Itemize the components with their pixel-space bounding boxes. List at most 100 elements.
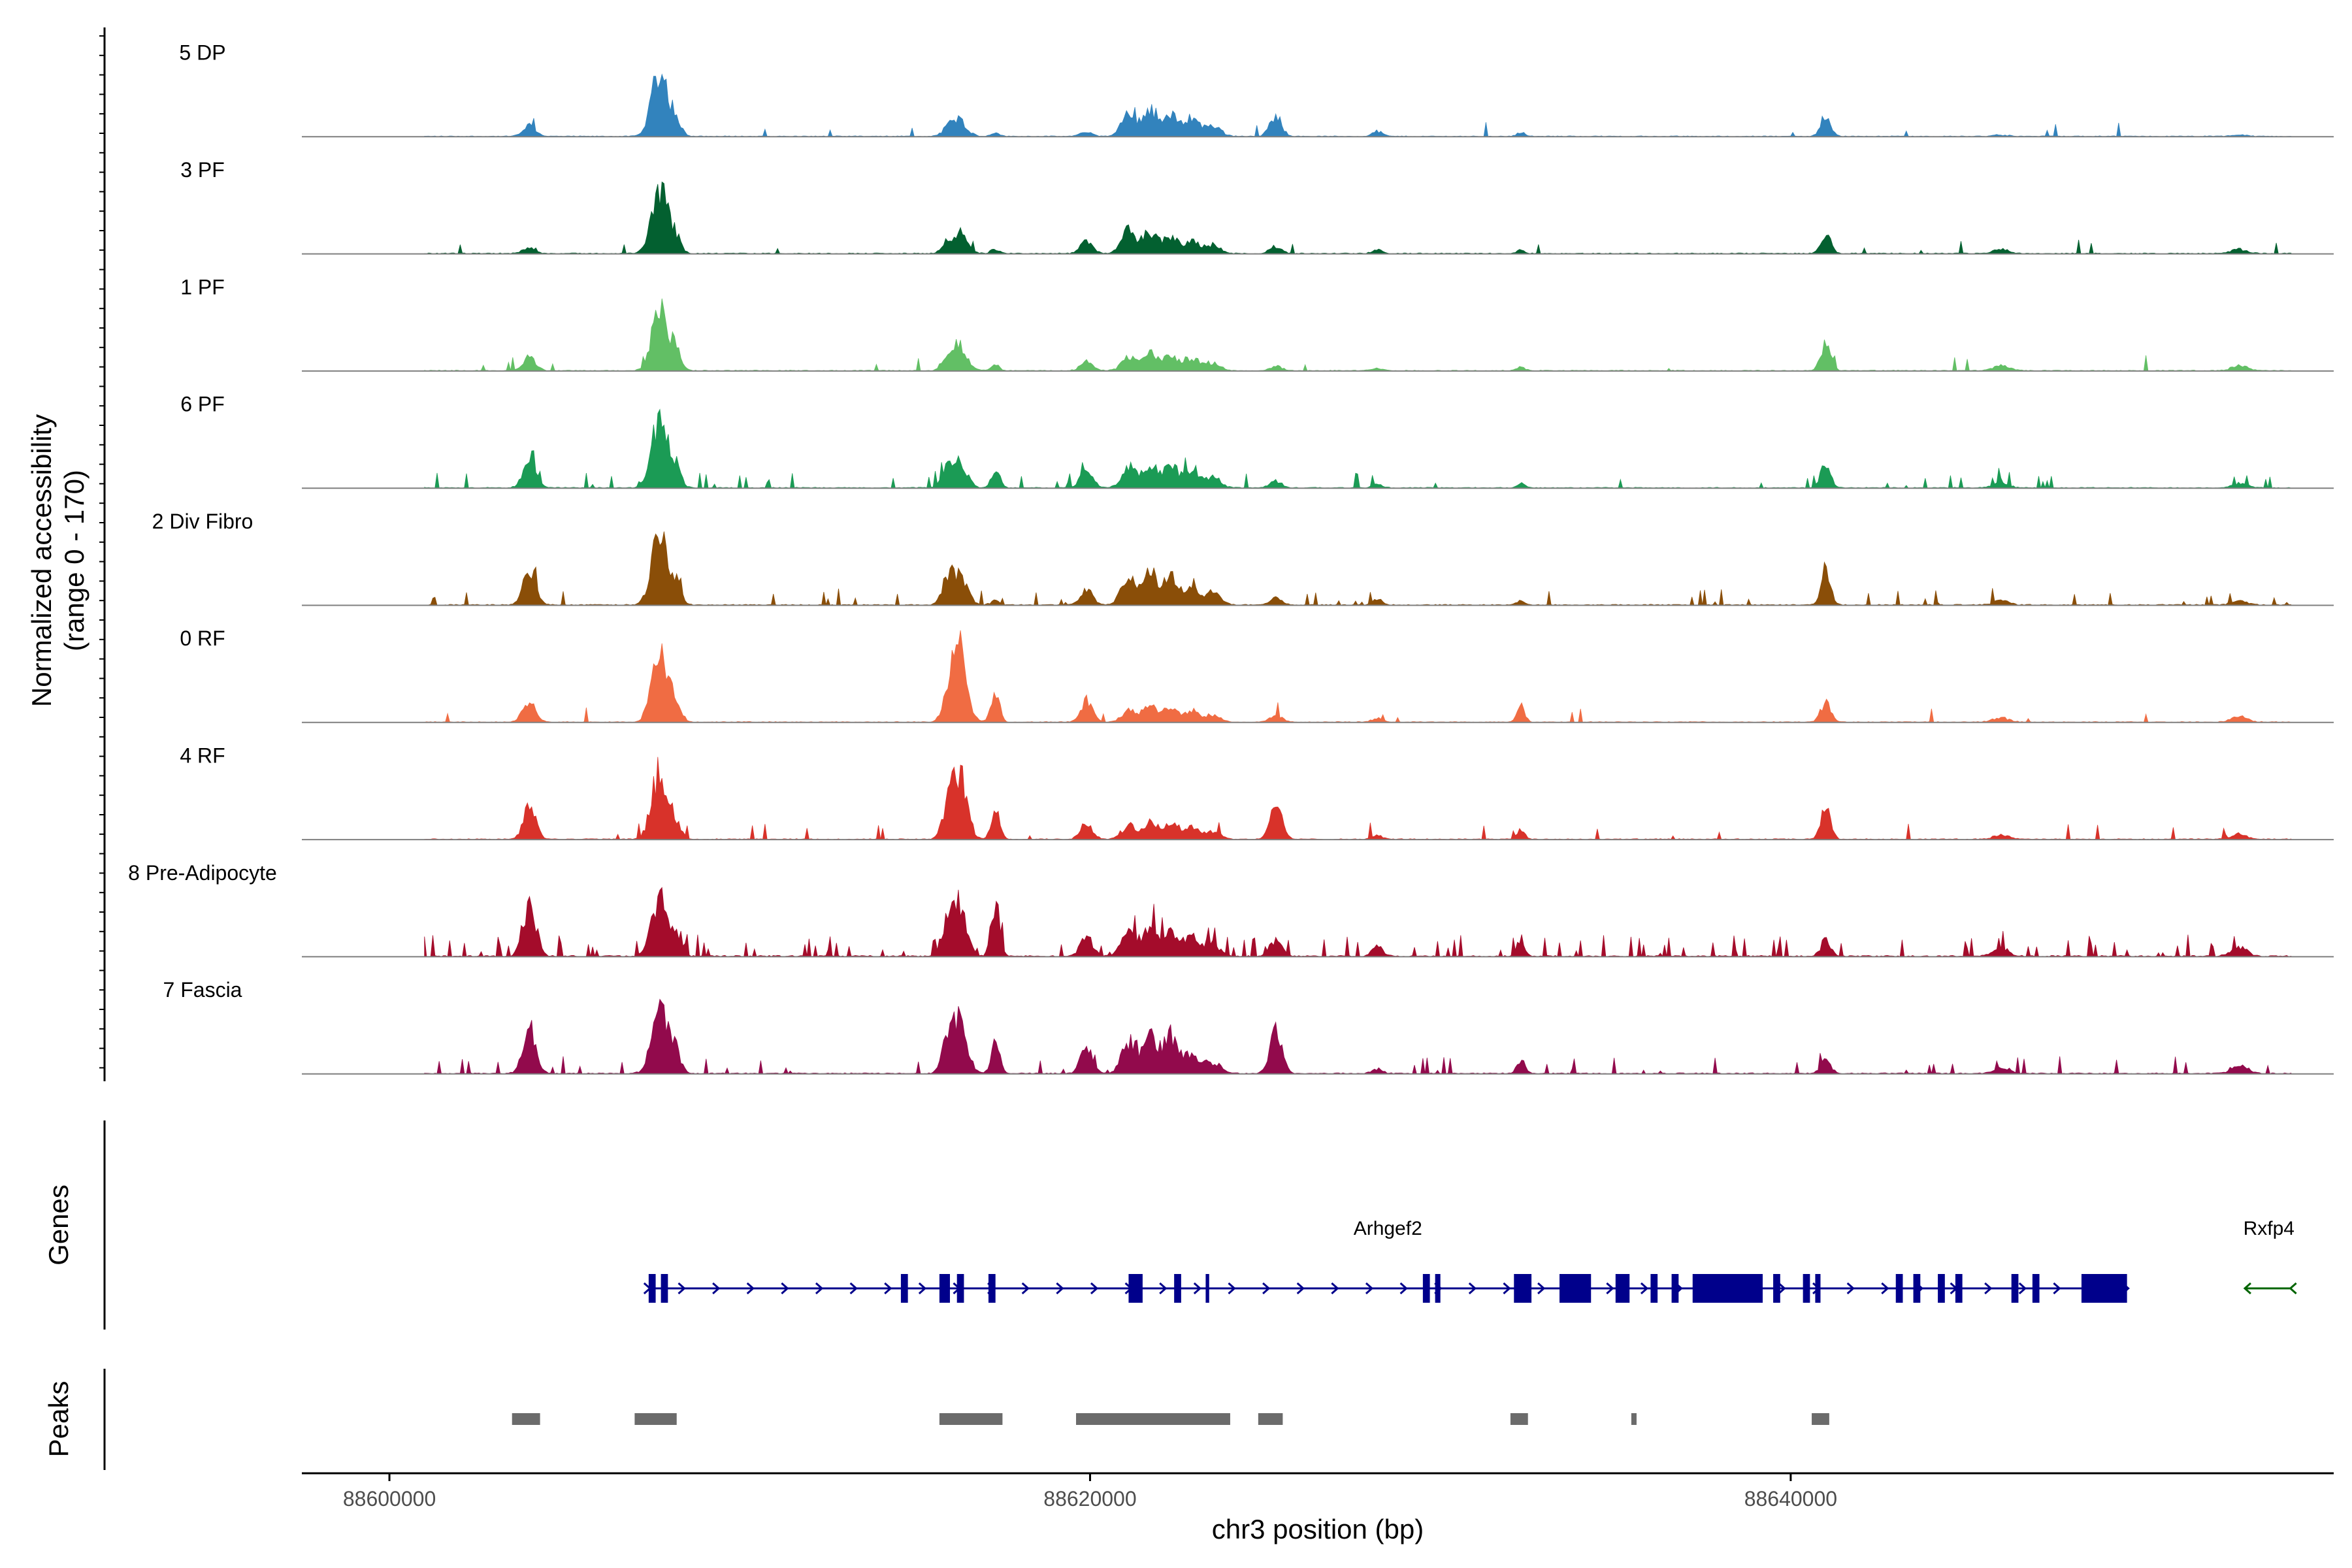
track-0-rf: 0 RF: [180, 627, 2334, 723]
peak-region: [1812, 1413, 1829, 1425]
strand-arrow: [1331, 1282, 1339, 1295]
gene-name: Rxfp4: [2244, 1218, 2295, 1239]
gene-arhgef2: Arhgef2: [643, 1218, 2130, 1303]
strand-arrow: [1881, 1282, 1889, 1295]
strand-arrow: [918, 1282, 927, 1295]
coverage-area: [424, 408, 2292, 489]
strand-arrow: [1640, 1282, 1649, 1295]
strand-arrow: [849, 1282, 858, 1295]
gene-exon: [1435, 1274, 1441, 1303]
coverage-area: [424, 531, 2293, 606]
peak-region: [512, 1413, 540, 1425]
gene-exon: [1671, 1274, 1679, 1303]
strand-arrow: [1984, 1282, 1993, 1295]
gene-exon: [661, 1274, 668, 1303]
genes-section-label: Genes: [43, 1184, 74, 1266]
strand-arrow: [1262, 1282, 1271, 1295]
coverage-area: [424, 887, 2293, 958]
peak-region: [1631, 1413, 1637, 1425]
strand-arrow: [1228, 1282, 1236, 1295]
track-8-pre-adipocyte: 8 Pre-Adipocyte: [128, 861, 2334, 958]
gene-exon: [1205, 1274, 1209, 1303]
gene-exon: [2081, 1274, 2127, 1303]
gene-exon: [1815, 1274, 1821, 1303]
strand-arrow: [1846, 1282, 1855, 1295]
gene-exon: [1514, 1274, 1532, 1303]
track-label: 0 RF: [180, 627, 225, 650]
y-axis-range: (range 0 - 170): [59, 470, 90, 651]
gene-exon: [2011, 1274, 2019, 1303]
strand-arrow: [2018, 1282, 2027, 1295]
gene-exon: [1895, 1274, 1903, 1303]
strand-arrow: [1399, 1282, 1408, 1295]
gene-exon: [1128, 1274, 1143, 1303]
gene-exon: [939, 1274, 950, 1303]
peak-region: [1510, 1413, 1528, 1425]
strand-arrow: [1778, 1282, 1786, 1295]
gene-exon: [1913, 1274, 1921, 1303]
peak-region: [1076, 1413, 1230, 1425]
gene-exon: [2032, 1274, 2040, 1303]
gene-exon: [1692, 1274, 1763, 1303]
track-7-fascia: 7 Fascia: [163, 978, 2334, 1075]
x-tick-label: 88600000: [343, 1487, 436, 1511]
coverage-area: [424, 298, 2293, 372]
track-label: 7 Fascia: [163, 978, 242, 1002]
peak-track: [512, 1413, 1829, 1425]
gene-exon: [1615, 1274, 1630, 1303]
coverage-area: [424, 181, 2293, 255]
track-4-rf: 4 RF: [180, 743, 2334, 841]
strand-arrow: [781, 1282, 789, 1295]
track-2-div-fibro: 2 Div Fibro: [152, 510, 2334, 606]
track-label: 4 RF: [180, 743, 225, 767]
strand-arrow: [2053, 1282, 2061, 1295]
peak-region: [939, 1413, 1003, 1425]
track-3-pf: 3 PF: [180, 158, 2334, 255]
gene-exon: [1955, 1274, 1963, 1303]
gene-rxfp4: Rxfp4: [2243, 1218, 2297, 1295]
coverage-area: [424, 998, 2293, 1075]
gene-exon: [900, 1274, 908, 1303]
track-label: 2 Div Fibro: [152, 510, 253, 533]
track-1-pf: 1 PF: [180, 275, 2334, 372]
x-tick-label: 88620000: [1043, 1487, 1136, 1511]
strand-arrow: [1537, 1282, 1546, 1295]
peak-region: [1258, 1413, 1283, 1425]
track-label: 1 PF: [180, 275, 225, 299]
coverage-area: [424, 73, 2293, 137]
y-axis-title: Normalized accessibility: [26, 414, 57, 707]
peaks-section-label: Peaks: [43, 1381, 74, 1458]
coverage-area: [424, 630, 2292, 723]
gene-exon: [1174, 1274, 1181, 1303]
strand-arrow: [1193, 1282, 1202, 1295]
strand-arrow: [712, 1282, 721, 1295]
strand-arrow: [1365, 1282, 1374, 1295]
gene-exon: [648, 1274, 656, 1303]
track-label: 5 DP: [179, 41, 225, 65]
x-axis-title: chr3 position (bp): [1212, 1514, 1424, 1544]
peak-region: [634, 1413, 677, 1425]
track-6-pf: 6 PF: [180, 393, 2334, 489]
strand-arrow: [884, 1282, 892, 1295]
strand-arrow: [1606, 1282, 1614, 1295]
strand-arrow: [1021, 1282, 1030, 1295]
strand-arrow: [1468, 1282, 1477, 1295]
gene-exon: [1650, 1274, 1658, 1303]
gene-exon: [988, 1274, 996, 1303]
gene-track: Arhgef2 Rxfp4: [643, 1218, 2297, 1303]
gene-exon: [956, 1274, 964, 1303]
gene-exon: [1938, 1274, 1945, 1303]
y-axis-ticks: [99, 35, 105, 1069]
track-label: 6 PF: [180, 393, 225, 416]
gene-name: Arhgef2: [1354, 1218, 1422, 1239]
strand-arrow: [815, 1282, 824, 1295]
strand-arrow: [2243, 1282, 2251, 1295]
gene-exon: [1803, 1274, 1810, 1303]
track-label: 3 PF: [180, 158, 225, 182]
strand-arrow: [1296, 1282, 1305, 1295]
track-label: 8 Pre-Adipocyte: [128, 861, 277, 885]
strand-arrow: [1090, 1282, 1099, 1295]
x-tick-label: 88640000: [1744, 1487, 1837, 1511]
track-5-dp: 5 DP: [179, 41, 2334, 138]
